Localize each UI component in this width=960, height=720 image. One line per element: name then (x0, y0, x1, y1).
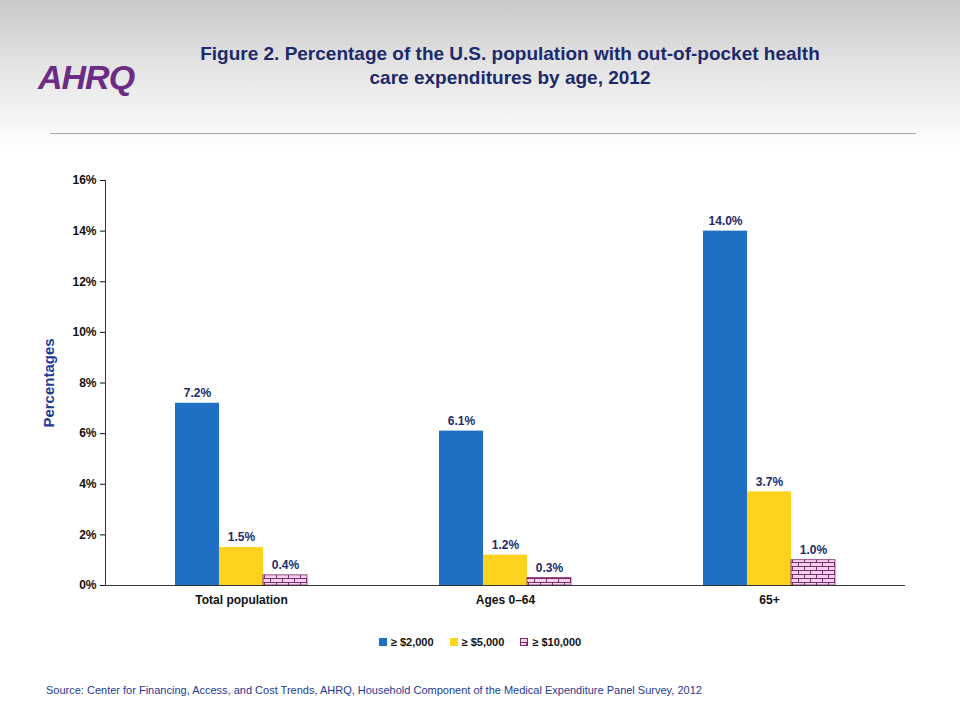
html-text:≥ $5,000: ≥ $5,000 (461, 636, 505, 648)
html-text:Figure 2. Percentage of the U.: Figure 2. Percentage of the U.S. populat… (200, 43, 820, 88)
svg-text:0.4%: 0.4% (272, 558, 300, 572)
svg-text:6.1%: 6.1% (448, 414, 476, 428)
svg-text:10%: 10% (72, 325, 96, 339)
svg-text:Total population: Total population (195, 593, 287, 607)
svg-text:1.5%: 1.5% (228, 530, 256, 544)
svg-text:4%: 4% (79, 477, 97, 491)
svg-text:8%: 8% (79, 376, 97, 390)
svg-text:0.3%: 0.3% (536, 561, 564, 575)
svg-text:65+: 65+ (759, 593, 779, 607)
html-text:AHRQ: AHRQ (38, 58, 135, 96)
svg-text:Percentages: Percentages (40, 338, 57, 427)
html-text:Source: Center for Financing,: Source: Center for Financing, Access, an… (46, 684, 702, 696)
svg-text:12%: 12% (72, 275, 96, 289)
svg-text:14%: 14% (72, 224, 96, 238)
svg-text:6%: 6% (79, 426, 97, 440)
svg-text:3.7%: 3.7% (756, 475, 784, 489)
svg-text:Ages 0–64: Ages 0–64 (476, 593, 536, 607)
html-text:≥ $10,000: ≥ $10,000 (532, 636, 582, 648)
svg-text:2%: 2% (79, 528, 97, 542)
svg-text:1.0%: 1.0% (800, 543, 828, 557)
svg-text:7.2%: 7.2% (184, 386, 212, 400)
svg-text:16%: 16% (72, 173, 96, 187)
svg-text:1.2%: 1.2% (492, 538, 520, 552)
svg-text:0%: 0% (79, 578, 97, 592)
svg-text:14.0%: 14.0% (708, 214, 742, 228)
html-text:≥ $2,000: ≥ $2,000 (390, 636, 434, 648)
